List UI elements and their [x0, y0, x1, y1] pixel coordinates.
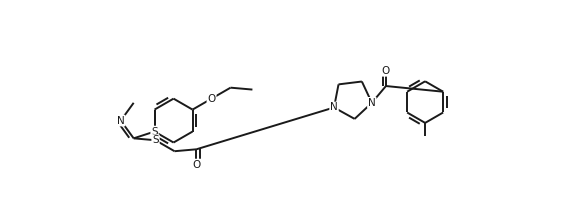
Text: S: S	[152, 135, 159, 145]
Text: O: O	[207, 94, 215, 104]
Text: O: O	[382, 66, 390, 76]
Text: N: N	[117, 116, 124, 126]
Text: N: N	[368, 98, 376, 108]
Text: O: O	[192, 160, 200, 170]
Text: N: N	[330, 103, 338, 113]
Text: S: S	[151, 127, 158, 137]
